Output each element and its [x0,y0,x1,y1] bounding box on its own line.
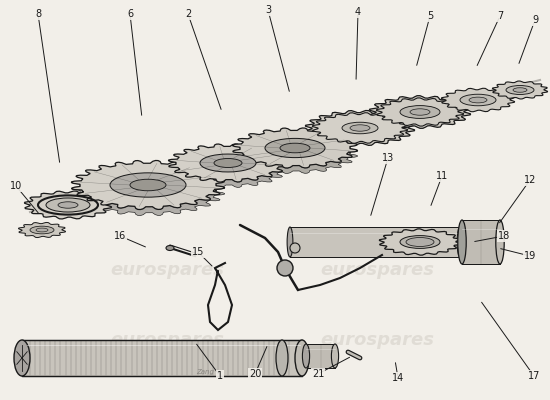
Ellipse shape [30,226,54,234]
Ellipse shape [166,246,174,250]
Polygon shape [233,146,358,174]
Ellipse shape [276,340,288,376]
Ellipse shape [342,122,378,134]
Text: 2: 2 [185,9,191,19]
Ellipse shape [410,109,430,115]
Ellipse shape [457,227,463,257]
Text: 15: 15 [192,247,204,257]
Polygon shape [305,110,415,146]
Text: eurospares: eurospares [320,261,434,279]
Text: 1: 1 [217,371,223,381]
Ellipse shape [14,340,30,376]
Polygon shape [24,191,112,219]
Ellipse shape [280,143,310,153]
Polygon shape [441,88,515,112]
Ellipse shape [214,158,242,168]
Circle shape [277,260,293,276]
Polygon shape [72,182,224,216]
Polygon shape [370,96,471,128]
Polygon shape [110,185,186,203]
Ellipse shape [400,236,440,248]
Ellipse shape [130,179,166,191]
Text: 12: 12 [524,175,536,185]
Polygon shape [265,148,325,163]
Text: 10: 10 [10,181,22,191]
Text: 9: 9 [532,15,538,25]
Text: 13: 13 [382,153,394,163]
Ellipse shape [302,344,310,368]
Text: 18: 18 [498,231,510,241]
Ellipse shape [400,106,440,118]
Text: 8: 8 [35,9,41,19]
Ellipse shape [58,202,78,208]
Text: 6: 6 [127,9,133,19]
Polygon shape [169,162,288,188]
Ellipse shape [406,238,434,246]
Text: eurospares: eurospares [320,331,434,349]
Ellipse shape [469,97,487,103]
Text: 19: 19 [524,251,536,261]
Text: eurospares: eurospares [110,331,224,349]
Polygon shape [306,344,335,368]
Ellipse shape [348,124,372,132]
Polygon shape [233,128,358,168]
Polygon shape [22,340,302,376]
Ellipse shape [402,106,438,118]
Text: 17: 17 [528,371,540,381]
Ellipse shape [460,94,496,106]
Ellipse shape [506,86,534,94]
Ellipse shape [325,117,395,139]
Text: 7: 7 [497,11,503,21]
Text: 16: 16 [114,231,126,241]
Ellipse shape [388,102,452,122]
Circle shape [290,243,300,253]
Ellipse shape [265,138,325,158]
Polygon shape [168,144,288,182]
Ellipse shape [496,220,504,264]
Ellipse shape [200,154,256,172]
Ellipse shape [513,88,527,92]
Ellipse shape [287,227,293,257]
Text: 20: 20 [249,369,261,379]
Text: 11: 11 [436,171,448,181]
Polygon shape [379,229,461,255]
Text: 21: 21 [312,369,324,379]
Polygon shape [376,98,464,126]
Polygon shape [492,81,548,99]
Ellipse shape [458,220,466,264]
Polygon shape [200,163,256,177]
Polygon shape [290,227,460,257]
Polygon shape [72,160,224,210]
Ellipse shape [46,198,90,212]
Text: 14: 14 [392,373,404,383]
Polygon shape [312,113,408,143]
Ellipse shape [350,125,370,131]
Polygon shape [462,220,500,264]
Text: 5: 5 [427,11,433,21]
Text: Zang: Zang [196,369,214,375]
Ellipse shape [36,228,48,232]
Polygon shape [18,222,65,238]
Ellipse shape [295,340,309,376]
Text: eurospares: eurospares [110,261,224,279]
Text: 3: 3 [265,5,271,15]
Ellipse shape [110,173,186,197]
Ellipse shape [332,344,339,368]
Text: 4: 4 [355,7,361,17]
